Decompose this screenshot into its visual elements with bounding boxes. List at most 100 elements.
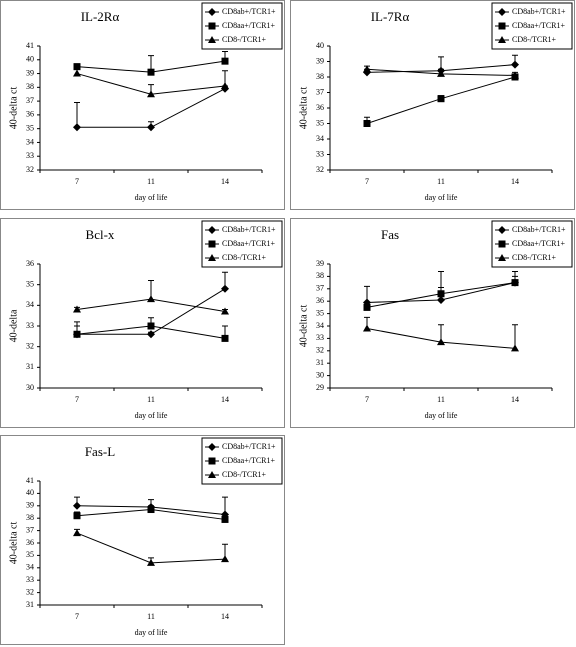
panel-border: [290, 0, 575, 210]
legend-marker: [208, 8, 216, 16]
marker: [73, 63, 81, 71]
marker: [437, 69, 445, 77]
y-axis-label: 40-delta ct: [8, 87, 19, 130]
y-axis-label: 40-delta ct: [298, 87, 309, 130]
x-tick-label: 7: [365, 395, 369, 404]
y-tick-label: 40: [26, 488, 34, 497]
legend-label: CD8aa+/TCR1+: [222, 21, 276, 30]
legend-marker: [208, 457, 216, 465]
legend-marker: [498, 254, 506, 261]
y-tick-label: 41: [26, 41, 34, 50]
y-axis-label: 40-delta ct: [8, 522, 19, 565]
y-tick-label: 35: [26, 550, 34, 559]
y-tick-label: 33: [26, 321, 34, 330]
marker: [147, 506, 155, 514]
marker: [221, 307, 229, 315]
y-axis-label: 40-delta: [8, 309, 19, 342]
y-tick-label: 35: [316, 308, 324, 317]
marker: [437, 290, 445, 298]
legend-marker: [498, 22, 506, 30]
x-tick-label: 7: [75, 177, 79, 186]
marker: [437, 295, 445, 304]
marker: [147, 322, 155, 330]
y-tick-label: 32: [26, 341, 34, 350]
y-tick-label: 36: [316, 296, 324, 305]
x-tick-label: 14: [511, 177, 519, 186]
y-tick-label: 33: [316, 149, 324, 158]
y-tick-label: 34: [26, 137, 34, 146]
x-axis-label: day of life: [135, 193, 168, 202]
panel-border: [290, 218, 575, 428]
marker: [437, 338, 445, 346]
marker: [511, 71, 519, 79]
marker: [363, 324, 371, 332]
x-tick-label: 14: [221, 177, 229, 186]
y-tick-label: 34: [316, 321, 324, 330]
y-tick-label: 30: [26, 383, 34, 392]
error-bar: [438, 270, 444, 294]
y-tick-label: 33: [316, 333, 324, 342]
y-tick-label: 29: [316, 383, 324, 392]
legend-label: CD8aa+/TCR1+: [512, 239, 566, 248]
x-tick-label: 7: [75, 395, 79, 404]
x-tick-label: 11: [437, 395, 445, 404]
legend-label: CD8ab+/TCR1+: [222, 7, 276, 16]
legend-marker: [208, 240, 216, 248]
marker: [221, 515, 229, 523]
x-axis-label: day of life: [135, 411, 168, 420]
x-tick-label: 7: [365, 177, 369, 186]
marker: [511, 279, 519, 287]
panel-border: [0, 218, 285, 428]
legend-label: CD8-/TCR1+: [222, 253, 267, 262]
y-axis-label: 40-delta ct: [298, 305, 309, 348]
x-tick-label: 14: [511, 395, 519, 404]
x-tick-label: 7: [75, 612, 79, 621]
y-tick-label: 39: [26, 68, 34, 77]
chart-panel: IL-7Rα 40-delta ct day of life 32 33 34 35 36 37…: [290, 0, 575, 210]
legend-label: CD8aa+/TCR1+: [222, 239, 276, 248]
legend-marker: [208, 22, 216, 30]
y-tick-label: 35: [26, 279, 34, 288]
marker: [511, 60, 519, 69]
y-tick-label: 38: [316, 72, 324, 81]
marker: [437, 95, 445, 103]
legend-label: CD8-/TCR1+: [512, 253, 557, 262]
marker: [73, 529, 81, 537]
chart-panel: IL-2Rα 40-delta ct day of life 32 33 34 35 36 37…: [0, 0, 285, 210]
marker: [73, 330, 81, 338]
y-tick-label: 36: [26, 259, 34, 268]
y-tick-label: 38: [316, 271, 324, 280]
marker: [147, 295, 155, 303]
marker: [147, 558, 155, 566]
marker: [363, 120, 371, 127]
marker: [73, 123, 81, 132]
y-tick-label: 37: [26, 96, 34, 105]
legend-marker: [498, 36, 506, 43]
legend-marker: [498, 226, 506, 234]
chart-panel: Fas-L 40-delta ct day of life 31 32 33 34 35 36 3…: [0, 435, 285, 645]
marker: [73, 305, 81, 313]
y-tick-label: 37: [316, 284, 324, 293]
y-tick-label: 34: [26, 563, 34, 572]
chart-title: IL-2Rα: [81, 9, 120, 24]
marker: [221, 555, 229, 563]
y-tick-label: 38: [26, 82, 34, 91]
y-tick-label: 41: [26, 476, 34, 485]
x-tick-label: 11: [147, 612, 155, 621]
x-axis-label: day of life: [135, 628, 168, 637]
legend-label: CD8ab+/TCR1+: [222, 442, 276, 451]
legend-marker: [498, 240, 506, 248]
legend-label: CD8ab+/TCR1+: [512, 7, 566, 16]
marker: [147, 90, 155, 98]
y-tick-label: 32: [26, 587, 34, 596]
legend-label: CD8ab+/TCR1+: [512, 225, 566, 234]
marker: [221, 284, 229, 293]
chart-title: Fas-L: [85, 444, 115, 459]
panel-border: [0, 435, 285, 645]
x-axis-label: day of life: [425, 193, 458, 202]
y-tick-label: 39: [316, 56, 324, 65]
chart-title: Fas: [381, 227, 399, 242]
marker: [147, 330, 155, 339]
legend-marker: [208, 226, 216, 234]
x-tick-label: 14: [221, 395, 229, 404]
